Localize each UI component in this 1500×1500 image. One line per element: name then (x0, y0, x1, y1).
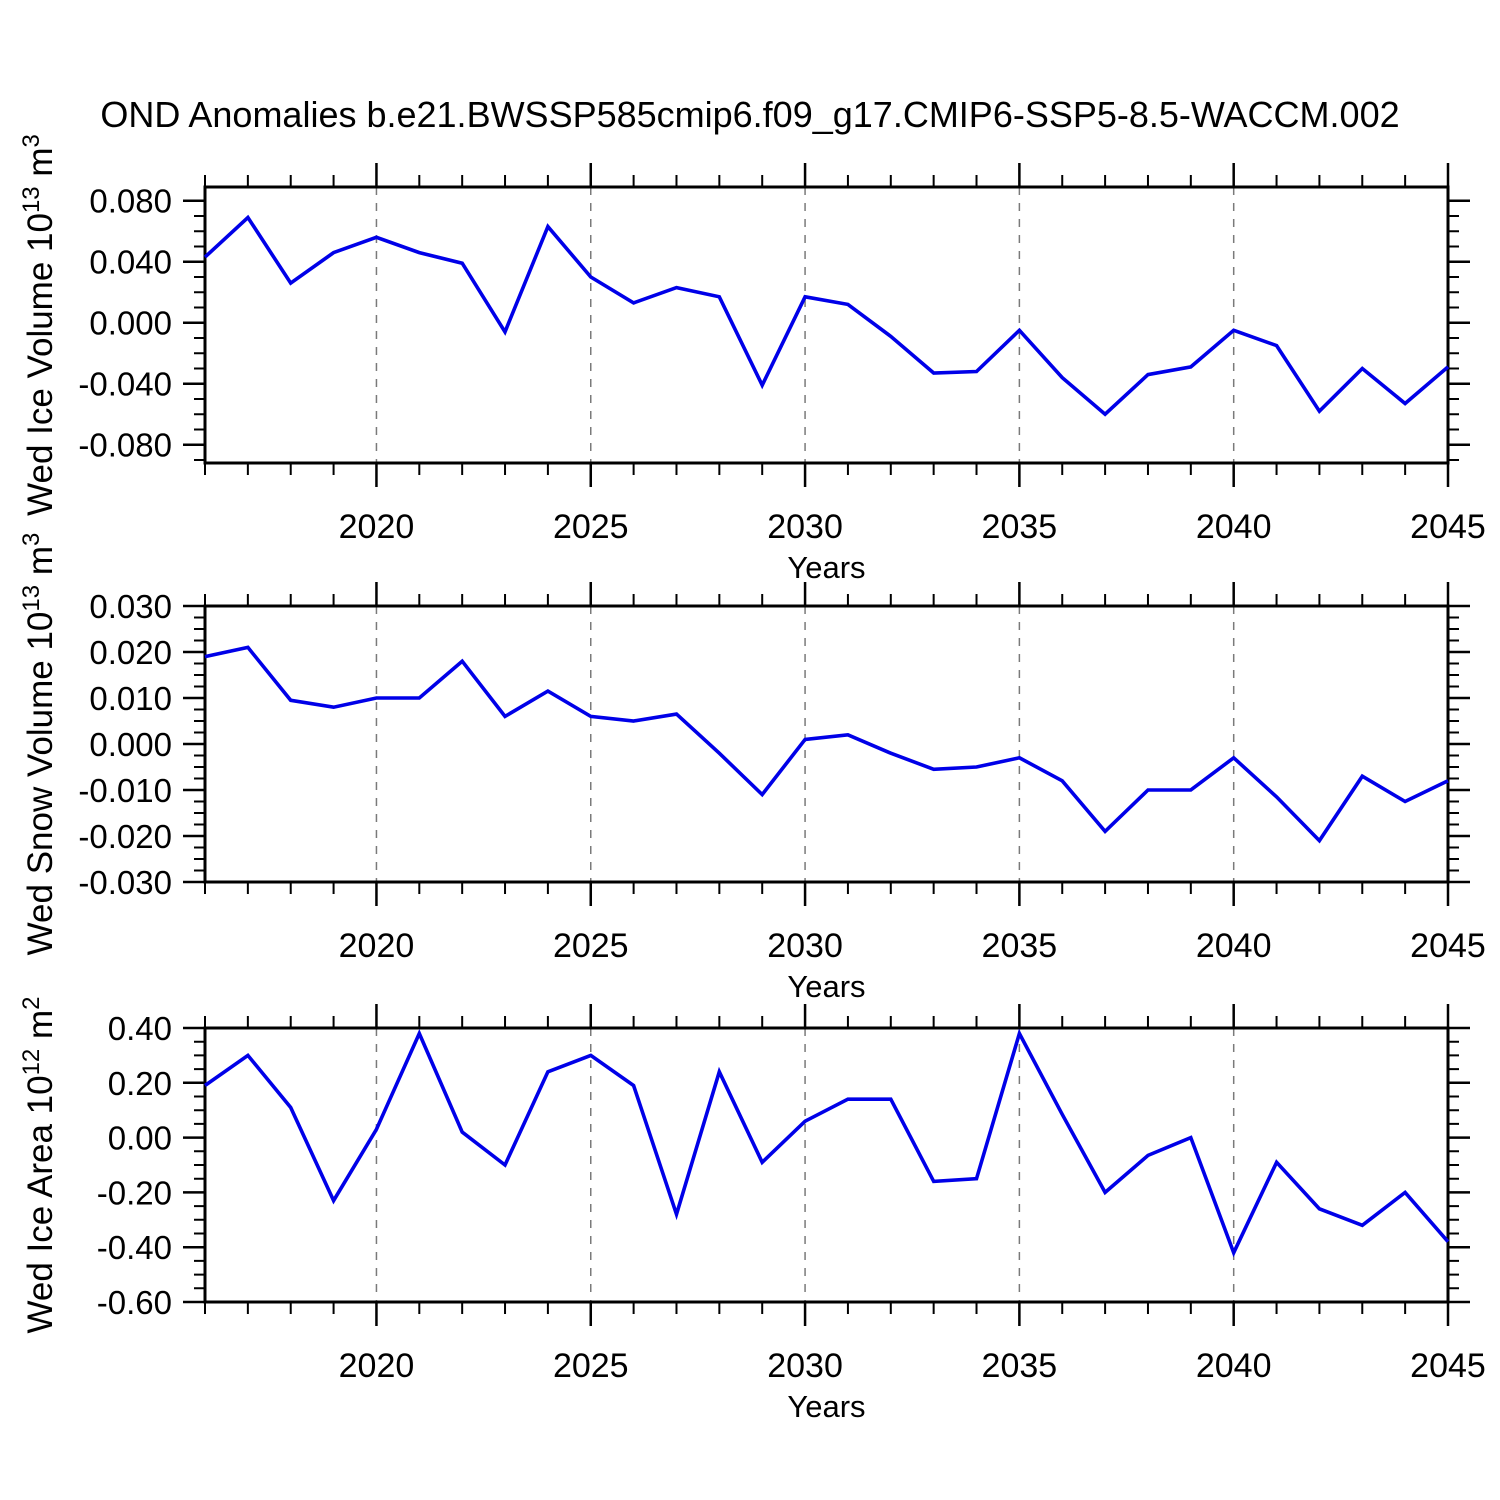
y-axis-title-text: Wed Ice Volume 10 (21, 213, 60, 516)
plot-frame (203, 185, 1450, 465)
x-tick-label: 2020 (339, 1347, 415, 1385)
panel-wed-ice-area: 0.40 0.20 0.00 -0.20 -0.40 -0.60 2020 2025 2030 2… (18, 996, 1486, 1424)
x-tick-label: 2025 (553, 1347, 629, 1385)
minor-ticks (194, 594, 1459, 894)
x-tick-label: 2035 (982, 927, 1058, 965)
y-axis-title-sup: 3 (18, 134, 45, 147)
data-line-wed-ice-area (203, 1028, 1450, 1258)
y-axis-title-text: m (21, 546, 60, 585)
x-tick-label: 2045 (1410, 508, 1486, 546)
x-axis-title: Years (787, 1389, 865, 1424)
major-ticks (183, 1004, 1470, 1326)
y-tick-label: 0.40 (108, 1010, 172, 1047)
y-axis-title-sup: 12 (18, 1049, 45, 1076)
y-tick-label: 0.080 (89, 183, 172, 220)
x-axis-title: Years (787, 550, 865, 585)
x-tick-label: 2040 (1196, 927, 1272, 965)
y-tick-label: 0.00 (108, 1120, 172, 1157)
y-tick-label: -0.020 (78, 818, 172, 855)
x-tick-label: 2025 (553, 927, 629, 965)
y-tick-label: 0.020 (89, 634, 172, 671)
x-tick-label: 2025 (553, 508, 629, 546)
panels-group: 0.080 0.040 0.000 -0.040 -0.080 2020 2025 2030 2… (18, 134, 1486, 1424)
minor-ticks (194, 1016, 1459, 1314)
y-axis-title-text: Wed Snow Volume 10 (21, 612, 60, 956)
x-tick-label: 2040 (1196, 508, 1272, 546)
y-tick-label: -0.60 (97, 1284, 172, 1321)
minor-ticks (194, 175, 1459, 475)
y-tick-label: 0.20 (108, 1065, 172, 1102)
major-ticks (183, 163, 1470, 487)
x-tick-label: 2035 (982, 508, 1058, 546)
y-tick-label: 0.000 (89, 305, 172, 342)
y-axis-title-text: Wed Ice Area 10 (21, 1075, 60, 1333)
y-axis-title: Wed Snow Volume 1013 m3 (18, 533, 60, 956)
y-axis-title-sup: 3 (18, 533, 45, 546)
y-tick-label: -0.40 (97, 1229, 172, 1266)
y-axis-title-sup: 13 (18, 585, 45, 612)
y-axis-title-sup: 13 (18, 186, 45, 213)
x-tick-label: 2020 (339, 508, 415, 546)
x-tick-label: 2030 (767, 508, 843, 546)
x-tick-label: 2040 (1196, 1347, 1272, 1385)
y-axis-title-sup: 2 (18, 996, 45, 1009)
y-tick-label: -0.040 (78, 366, 172, 403)
y-axis-title-text: m (21, 147, 60, 186)
y-tick-label: 0.010 (89, 680, 172, 717)
x-tick-label: 2035 (982, 1347, 1058, 1385)
panel-wed-snow-volume: 0.030 0.020 0.010 0.000 -0.010 -0.020 -0.030 20… (18, 533, 1486, 1004)
y-tick-label: 0.040 (89, 244, 172, 281)
x-tick-label: 2020 (339, 927, 415, 965)
y-tick-label: -0.030 (78, 864, 172, 901)
y-tick-label: -0.010 (78, 772, 172, 809)
data-line-wed-ice-volume (203, 214, 1450, 417)
major-ticks (183, 582, 1470, 906)
y-axis-title: Wed Ice Area 1012 m2 (18, 996, 60, 1333)
x-tick-label: 2045 (1410, 1347, 1486, 1385)
y-tick-label: -0.20 (97, 1174, 172, 1211)
panel-wed-ice-volume: 0.080 0.040 0.000 -0.040 -0.080 2020 2025 2030 2… (18, 134, 1486, 585)
y-axis-title-text: m (21, 1010, 60, 1049)
x-tick-label: 2030 (767, 1347, 843, 1385)
y-tick-label: 0.030 (89, 588, 172, 625)
x-axis-title: Years (787, 969, 865, 1004)
y-tick-label: -0.080 (78, 427, 172, 464)
x-tick-label: 2045 (1410, 927, 1486, 965)
y-tick-label: 0.000 (89, 726, 172, 763)
figure-title: OND Anomalies b.e21.BWSSP585cmip6.f09_g1… (100, 94, 1399, 135)
y-axis-title: Wed Ice Volume 1013 m3 (18, 134, 60, 516)
x-tick-label: 2030 (767, 927, 843, 965)
data-line-wed-snow-volume (204, 645, 1449, 844)
